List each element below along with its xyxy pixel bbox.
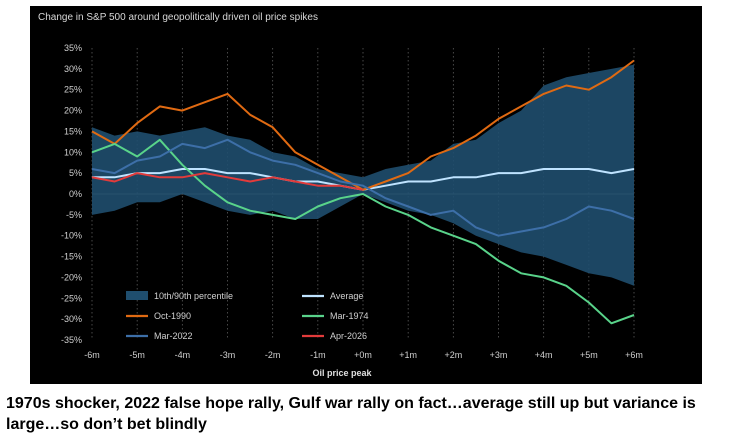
x-tick-label: +1m <box>399 350 417 360</box>
x-tick-label: +3m <box>490 350 508 360</box>
x-axis: -6m -5m -4m -3m -2m -1m +0m +1m +2m +3m +4m +5m +6m <box>84 350 643 360</box>
x-axis-title: Oil price peak <box>312 368 372 378</box>
legend-item-oct-1990: Oct-1990 <box>126 311 191 321</box>
chart-panel: Change in S&P 500 around geopolitically … <box>30 6 702 384</box>
legend-label: Average <box>330 291 363 301</box>
series-line-mar-2022 <box>91 138 635 237</box>
y-axis: 35% 30% 25% 20% 15% 10% 5% 0% -5% -10% -15% -20% -25… <box>61 43 82 345</box>
x-tick-label: -5m <box>129 350 145 360</box>
series-layer <box>91 59 635 325</box>
legend-label: Apr-2026 <box>330 331 367 341</box>
legend-item-average: Average <box>302 291 363 301</box>
percentile-band <box>92 64 634 286</box>
y-tick-label: 15% <box>64 126 82 136</box>
x-tick-label: -1m <box>310 350 326 360</box>
y-tick-label: 5% <box>69 168 82 178</box>
y-tick-label: -30% <box>61 314 82 324</box>
legend-item-apr-2026: Apr-2026 <box>302 331 367 341</box>
x-tick-label: +5m <box>580 350 598 360</box>
y-tick-label: 20% <box>64 106 82 116</box>
y-tick-label: -20% <box>61 272 82 282</box>
y-tick-label: 10% <box>64 147 82 157</box>
y-tick-label: -10% <box>61 231 82 241</box>
x-tick-label: -2m <box>265 350 281 360</box>
series-line-mar-1974 <box>91 138 635 325</box>
legend-label: 10th/90th percentile <box>154 291 233 301</box>
y-tick-label: -25% <box>61 293 82 303</box>
legend: 10th/90th percentile Average Oct-1990 Mar-1… <box>126 291 369 341</box>
legend-label: Mar-1974 <box>330 311 369 321</box>
y-tick-label: 25% <box>64 85 82 95</box>
y-tick-label: 0% <box>69 189 82 199</box>
legend-label: Oct-1990 <box>154 311 191 321</box>
y-tick-label: -5% <box>66 210 82 220</box>
x-tick-label: -3m <box>220 350 236 360</box>
x-tick-label: +0m <box>354 350 372 360</box>
x-tick-label: +2m <box>444 350 462 360</box>
legend-swatch <box>126 291 148 300</box>
y-tick-label: -15% <box>61 252 82 262</box>
legend-item-mar-1974: Mar-1974 <box>302 311 369 321</box>
x-tick-label: -6m <box>84 350 100 360</box>
x-tick-label: -4m <box>175 350 191 360</box>
y-tick-label: -35% <box>61 335 82 345</box>
oil-spike-chart: Change in S&P 500 around geopolitically … <box>38 12 643 378</box>
chart-title: Change in S&P 500 around geopolitically … <box>38 12 318 23</box>
legend-label: Mar-2022 <box>154 331 193 341</box>
legend-item-10th-90th-percentile: 10th/90th percentile <box>126 291 233 301</box>
x-tick-label: +6m <box>625 350 643 360</box>
series-line-apr-2026 <box>91 172 364 191</box>
caption: 1970s shocker, 2022 false hope rally, Gu… <box>6 395 696 433</box>
legend-item-mar-2022: Mar-2022 <box>126 331 193 341</box>
x-tick-label: +4m <box>535 350 553 360</box>
y-tick-label: 35% <box>64 43 82 53</box>
band-layer <box>92 64 634 286</box>
y-tick-label: 30% <box>64 64 82 74</box>
